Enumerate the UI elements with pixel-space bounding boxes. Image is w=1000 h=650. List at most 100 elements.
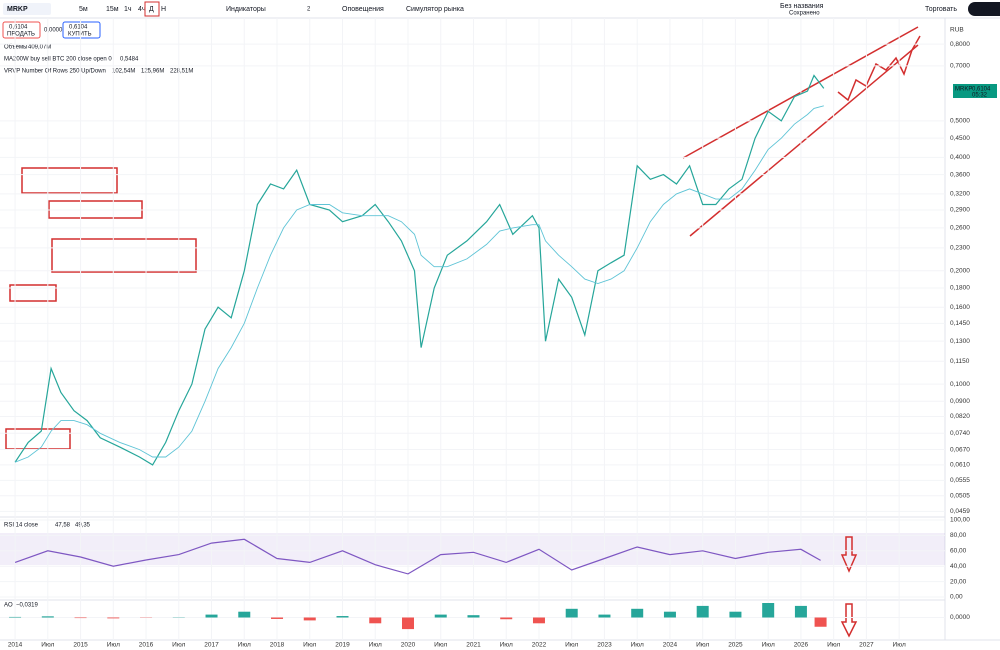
y-tick-label: 0,5000	[950, 118, 970, 125]
bar	[401, 617, 414, 630]
legend-vrvp-up: 102,54M	[112, 69, 135, 75]
y-tick-label: 0,2900	[950, 207, 970, 214]
bar	[467, 615, 480, 618]
x-tick-label: 2025	[728, 642, 743, 649]
x-tick-label: 2023	[597, 642, 612, 649]
x-tick-label: 2022	[532, 642, 547, 649]
bar	[794, 605, 807, 618]
bar	[663, 611, 676, 618]
y-tick-label: 0,2600	[950, 225, 970, 232]
x-tick-label: Июл	[565, 642, 578, 649]
trend-line	[689, 44, 919, 237]
x-tick-label: Июл	[500, 642, 513, 649]
x-tick-label: 2018	[270, 642, 285, 649]
interval[interactable]: Н	[161, 6, 166, 13]
interval[interactable]: 15м	[106, 6, 119, 13]
layout-status: Сохранено	[789, 11, 820, 17]
x-tick-label: Июл	[172, 642, 185, 649]
currency: RUB	[950, 27, 964, 34]
sell-label[interactable]: ПРОДАТЬ	[7, 32, 35, 38]
layout-name[interactable]: Без названия	[780, 3, 824, 10]
buy-price[interactable]: 0,6104	[69, 25, 88, 31]
bar	[532, 617, 545, 624]
y-tick-label: 0,0670	[950, 446, 970, 453]
toolbar	[0, 0, 1000, 18]
y-tick-label: 0,1800	[950, 285, 970, 292]
bar	[336, 616, 349, 618]
buy-label[interactable]: КУПИТЬ	[68, 32, 92, 38]
bar	[598, 614, 611, 618]
price-tag-timer: 05:32	[972, 93, 988, 99]
y-tick-label: 0,2300	[950, 245, 970, 252]
symbol-box[interactable]	[3, 3, 51, 15]
replay-button[interactable]: Симулятор рынка	[406, 6, 464, 13]
price-tag-symbol: MRKP	[955, 87, 972, 93]
rsi-ma-value: 49,35	[75, 523, 91, 529]
symbol[interactable]: MRKP	[7, 6, 28, 13]
bar	[500, 617, 513, 620]
x-tick-label: 2026	[794, 642, 809, 649]
y-tick-label: 0,3600	[950, 171, 970, 178]
bar	[729, 611, 742, 618]
indicators-button[interactable]: Индикаторы	[226, 6, 266, 13]
y-tick-label: 100,00	[950, 517, 970, 524]
publish-label[interactable]: Опубли	[973, 5, 998, 13]
bar	[631, 608, 644, 618]
legend-vrvp: VRVP Number Of Rows 250 Up/Down	[4, 69, 106, 75]
y-tick-label: 0,0505	[950, 493, 970, 500]
bar	[565, 608, 578, 618]
highlight-box	[51, 238, 197, 273]
interval[interactable]: 5м	[79, 6, 88, 13]
y-tick-label: 0,0820	[950, 413, 970, 420]
ao-value: −0,0319	[16, 603, 39, 609]
bar	[696, 605, 709, 618]
bar	[369, 617, 382, 624]
y-tick-label: 40,00	[950, 563, 967, 570]
layouts-count[interactable]: 2	[307, 7, 311, 13]
highlight-box	[21, 167, 118, 194]
y-tick-label: 0,3200	[950, 191, 970, 198]
x-tick-label: Июл	[827, 642, 840, 649]
legend-ma-value: 0,5484	[120, 57, 139, 63]
x-tick-label: 2015	[73, 642, 88, 649]
series-line	[14, 74, 825, 466]
down-arrow	[840, 603, 858, 638]
bar	[271, 617, 284, 619]
x-tick-label: 2021	[466, 642, 481, 649]
y-tick-label: 0,1300	[950, 338, 970, 345]
highlight-box	[5, 428, 71, 450]
rsi-value: 47,58	[55, 523, 71, 529]
legend-vrvp-down: 125,96M	[141, 69, 164, 75]
y-tick-label: 20,00	[950, 578, 967, 585]
x-tick-label: Июл	[631, 642, 644, 649]
x-tick-label: 2016	[139, 642, 154, 649]
interval[interactable]: 1ч	[124, 6, 132, 13]
bar	[9, 616, 22, 618]
y-tick-label: 0,1000	[950, 381, 970, 388]
trade-button[interactable]: Торговать	[925, 6, 957, 13]
price-tag-price: 0,6104	[972, 87, 991, 93]
x-tick-label: Июл	[434, 642, 447, 649]
buy-button[interactable]	[62, 21, 101, 39]
interval-highlight	[144, 1, 160, 17]
x-tick-label: 2020	[401, 642, 416, 649]
legend-volume: Объёмы	[4, 45, 27, 51]
bar	[434, 614, 447, 618]
y-tick-label: 0,4000	[950, 154, 970, 161]
interval[interactable]: 4ч	[138, 6, 146, 13]
x-tick-label: 2024	[663, 642, 678, 649]
legend-vrvp-total: 228,51M	[170, 69, 193, 75]
bar	[205, 614, 218, 618]
publish-button[interactable]	[968, 2, 1000, 16]
y-tick-label: 0,0555	[950, 477, 970, 484]
alerts-button[interactable]: Оповещения	[342, 6, 384, 13]
sell-price[interactable]: 0,6104	[9, 25, 28, 31]
interval[interactable]: Д	[149, 6, 154, 13]
spread: 0,0000	[44, 28, 63, 34]
bar	[303, 617, 316, 621]
sell-button[interactable]	[2, 21, 41, 39]
y-tick-label: 0,8000	[950, 41, 970, 48]
rsi-title: RSI 14 close	[4, 523, 39, 529]
series-line	[14, 538, 821, 575]
